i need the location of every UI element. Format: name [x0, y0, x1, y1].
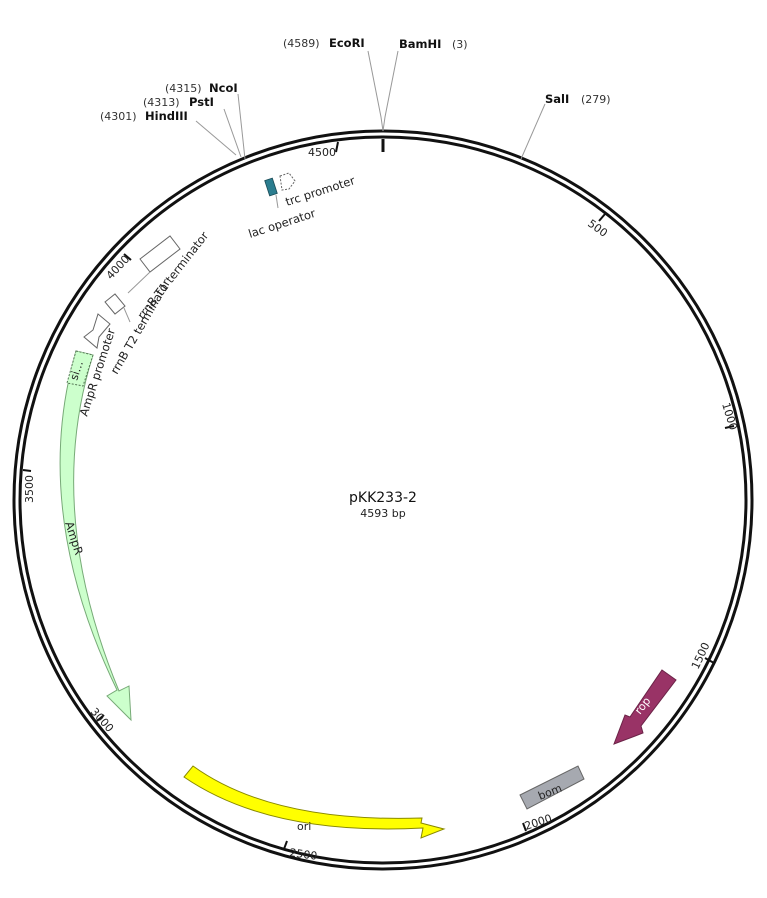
tick-label-4500: 4500 [308, 146, 336, 159]
site-bamhi-name[interactable]: BamHI [399, 37, 441, 51]
site-hindiii-name[interactable]: HindIII [145, 109, 188, 123]
site-psti-name[interactable]: PstI [189, 95, 214, 109]
lac-operator-feature[interactable] [264, 177, 278, 197]
site-ecori-pos: (4589) [283, 37, 320, 50]
trc-promoter-label: trc promoter [284, 173, 357, 209]
signal-sequence-feature[interactable] [66, 350, 94, 387]
bom-feature[interactable] [519, 765, 585, 810]
tick-label-1500: 1500 [689, 640, 713, 671]
ampr-feature[interactable] [59, 350, 132, 722]
trc-promoter-feature[interactable] [279, 172, 296, 191]
ampr-label: AmpR [62, 520, 86, 557]
site-sali-pos: (279) [581, 93, 611, 106]
site-hindiii-pos: (4301) [100, 110, 137, 123]
lac-operator-label: lac operator [247, 206, 318, 241]
tick-label-500: 500 [585, 217, 610, 240]
tick-label-3500: 3500 [23, 475, 36, 503]
site-ncoi-name[interactable]: NcoI [209, 81, 238, 95]
rrnb-t2-leader [123, 307, 131, 323]
rrnb-t2-terminator-feature[interactable] [104, 293, 126, 315]
site-bamhi-pos: (3) [452, 38, 468, 51]
site-leader-lines [195, 50, 546, 160]
tick-label-2500: 2500 [289, 846, 319, 863]
site-sali-name[interactable]: SalI [545, 92, 569, 106]
ori-feature[interactable] [183, 765, 446, 839]
tick-marks [22, 141, 735, 850]
plasmid-length: 4593 bp [360, 507, 405, 520]
ori-label: ori [297, 820, 311, 833]
rrnb-t1-leader [127, 271, 151, 294]
tick-label-1000: 1000 [719, 401, 740, 432]
site-ecori-name[interactable]: EcoRI [329, 36, 365, 50]
site-ncoi-pos: (4315) [165, 82, 202, 95]
rrnb-t2-label: rrnB T2 terminator [107, 277, 173, 377]
lac-operator-leader [275, 194, 279, 209]
plasmid-name: pKK233-2 [349, 490, 417, 506]
backbone-inner [18, 135, 748, 865]
signal-sequence-label: si… [67, 359, 85, 382]
rrnb-t1-terminator-feature[interactable] [139, 235, 181, 273]
rop-feature[interactable] [613, 669, 677, 745]
site-psti-pos: (4313) [143, 96, 180, 109]
ampr-promoter-feature[interactable] [83, 313, 111, 349]
